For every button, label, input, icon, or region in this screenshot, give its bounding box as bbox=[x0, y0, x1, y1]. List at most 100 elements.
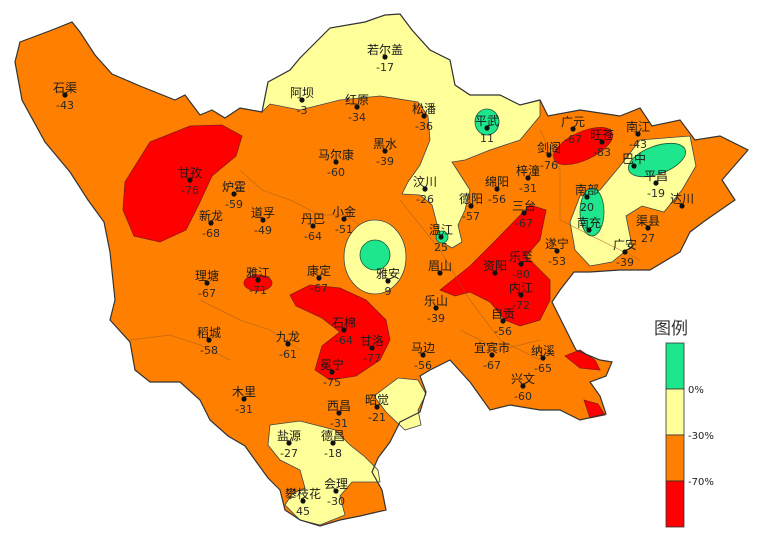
station-name: 德昌 bbox=[321, 428, 345, 443]
station-value: -64 bbox=[335, 334, 353, 347]
station-name: 盐源 bbox=[277, 429, 301, 443]
station-name: 三台 bbox=[512, 198, 536, 213]
station-name: 宜宾市 bbox=[474, 340, 510, 355]
map-regions bbox=[14, 13, 749, 527]
station-dot bbox=[333, 159, 339, 165]
station-44: 甘洛 -77 bbox=[360, 333, 384, 365]
station-20: 南江 -43 bbox=[626, 119, 650, 151]
station-dot bbox=[382, 54, 388, 60]
station-5: 黑水 -39 bbox=[373, 137, 397, 168]
station-56: 纳溪 -65 bbox=[531, 344, 555, 375]
station-17: 广元 -67 bbox=[561, 115, 585, 146]
station-name: 小金 bbox=[332, 204, 356, 219]
station-name: 兴文 bbox=[511, 371, 535, 386]
station-dot bbox=[341, 327, 347, 333]
station-26: 南部 20 bbox=[575, 182, 599, 214]
station-dot bbox=[599, 139, 605, 145]
station-53: 马边 -56 bbox=[411, 341, 435, 372]
station-name: 渠县 bbox=[636, 214, 660, 228]
station-dot bbox=[300, 498, 306, 504]
station-34: 眉山 bbox=[428, 259, 452, 276]
station-value: -72 bbox=[512, 299, 530, 312]
station-name: 自贡 bbox=[491, 307, 515, 321]
station-name: 红原 bbox=[345, 92, 369, 107]
station-9: 新龙 -68 bbox=[199, 208, 223, 240]
station-name: 会理 bbox=[324, 477, 348, 491]
region-yellow bbox=[373, 377, 427, 431]
station-value: -67 bbox=[564, 133, 582, 146]
station-22: 平昌 -19 bbox=[644, 169, 668, 200]
station-name: 雅江 bbox=[246, 265, 270, 280]
region-green bbox=[474, 108, 500, 136]
station-value: -21 bbox=[368, 411, 386, 424]
station-dot bbox=[329, 369, 335, 375]
station-52: 攀枝花 45 bbox=[285, 486, 321, 518]
station-value: -19 bbox=[647, 187, 665, 200]
station-value: -67 bbox=[483, 359, 501, 372]
station-19: 剑阁 -76 bbox=[537, 140, 561, 172]
station-dot bbox=[369, 345, 375, 351]
station-15: 温江 25 bbox=[429, 223, 453, 254]
station-dot bbox=[433, 305, 439, 311]
station-name: 梓潼 bbox=[516, 163, 540, 178]
station-value: -75 bbox=[323, 376, 341, 389]
station-dot bbox=[354, 104, 360, 110]
station-dot bbox=[586, 227, 592, 233]
station-value: -60 bbox=[514, 390, 532, 403]
station-value: -67 bbox=[515, 217, 533, 230]
station-name: 遂宁 bbox=[545, 236, 569, 251]
station-value: -83 bbox=[593, 146, 611, 159]
station-24: 绵阳 -56 bbox=[485, 175, 509, 206]
station-7: 甘孜 -76 bbox=[178, 166, 202, 197]
county-boundary bbox=[199, 299, 301, 351]
station-dot bbox=[330, 440, 336, 446]
station-value: -43 bbox=[56, 99, 74, 112]
station-name: 达川 bbox=[670, 192, 694, 206]
station-name: 马尔康 bbox=[318, 147, 354, 162]
station-dot bbox=[525, 175, 531, 181]
station-name: 石棉 bbox=[332, 316, 356, 330]
station-name: 眉山 bbox=[428, 259, 452, 273]
station-name: 理塘 bbox=[195, 268, 219, 283]
station-55: 宜宾市 -67 bbox=[474, 340, 510, 372]
station-28: 达川 bbox=[670, 192, 694, 209]
province-boundary bbox=[14, 13, 749, 527]
legend-swatch bbox=[665, 388, 685, 436]
station-23: 梓潼 -31 bbox=[516, 163, 540, 195]
legend-label: -30% bbox=[688, 431, 714, 442]
station-16: 平武 11 bbox=[475, 114, 499, 145]
station-value: -31 bbox=[330, 417, 348, 430]
station-name: 昭觉 bbox=[365, 393, 389, 407]
station-name: 南江 bbox=[626, 119, 650, 134]
station-name: 温江 bbox=[429, 223, 453, 237]
station-value: -58 bbox=[200, 344, 218, 357]
station-name: 稻城 bbox=[197, 326, 221, 340]
station-name: 西昌 bbox=[327, 399, 351, 413]
station-dot bbox=[438, 234, 444, 240]
station-27: 南充 bbox=[577, 215, 601, 233]
legend-swatch bbox=[665, 480, 685, 528]
station-value: -65 bbox=[534, 362, 552, 375]
station-dot bbox=[374, 404, 380, 410]
station-49: 盐源 -27 bbox=[277, 429, 301, 460]
station-name: 绵阳 bbox=[485, 175, 509, 189]
station-dot bbox=[421, 113, 427, 119]
station-value: -18 bbox=[324, 447, 342, 460]
station-1: 阿坝 -3 bbox=[290, 86, 314, 117]
station-value: -76 bbox=[540, 159, 558, 172]
station-name: 南部 bbox=[575, 182, 599, 197]
region-red bbox=[243, 274, 273, 292]
station-6: 马尔康 -60 bbox=[318, 147, 354, 179]
station-name: 旺苍 bbox=[590, 128, 614, 142]
station-dot bbox=[299, 97, 305, 103]
station-name: 松潘 bbox=[412, 102, 436, 116]
station-10: 道孚 -49 bbox=[251, 206, 275, 237]
region-green bbox=[359, 239, 391, 271]
station-dot bbox=[62, 92, 68, 98]
station-dot bbox=[518, 292, 524, 298]
station-dot bbox=[385, 278, 391, 284]
station-name: 广元 bbox=[561, 115, 585, 129]
station-value: 11 bbox=[480, 132, 494, 145]
station-dot bbox=[208, 220, 214, 226]
region-yellow bbox=[267, 420, 381, 526]
